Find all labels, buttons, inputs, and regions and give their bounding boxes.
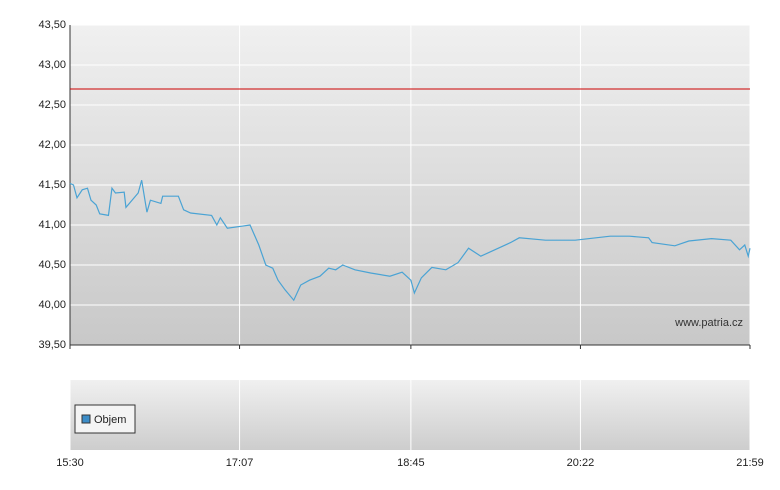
x-tick-label: 17:07 bbox=[226, 457, 254, 469]
x-tick-label: 15:30 bbox=[56, 457, 84, 469]
y-tick-label: 43,50 bbox=[38, 19, 66, 31]
y-tick-label: 40,00 bbox=[38, 299, 66, 311]
x-tick-label: 18:45 bbox=[397, 457, 425, 469]
x-tick-label: 20:22 bbox=[567, 457, 595, 469]
legend-label: Objem bbox=[94, 414, 126, 426]
y-tick-label: 42,50 bbox=[38, 99, 66, 111]
y-tick-label: 41,00 bbox=[38, 219, 66, 231]
x-tick-label: 21:59 bbox=[736, 457, 764, 469]
y-tick-label: 43,00 bbox=[38, 59, 66, 71]
y-tick-label: 42,00 bbox=[38, 139, 66, 151]
price-line bbox=[69, 180, 751, 302]
y-tick-label: 39,50 bbox=[38, 339, 66, 351]
y-tick-label: 41,50 bbox=[38, 179, 66, 191]
volume-panel bbox=[70, 380, 750, 450]
y-tick-label: 40,50 bbox=[38, 259, 66, 271]
legend-swatch bbox=[81, 414, 91, 424]
watermark: www.patria.cz bbox=[674, 317, 743, 329]
